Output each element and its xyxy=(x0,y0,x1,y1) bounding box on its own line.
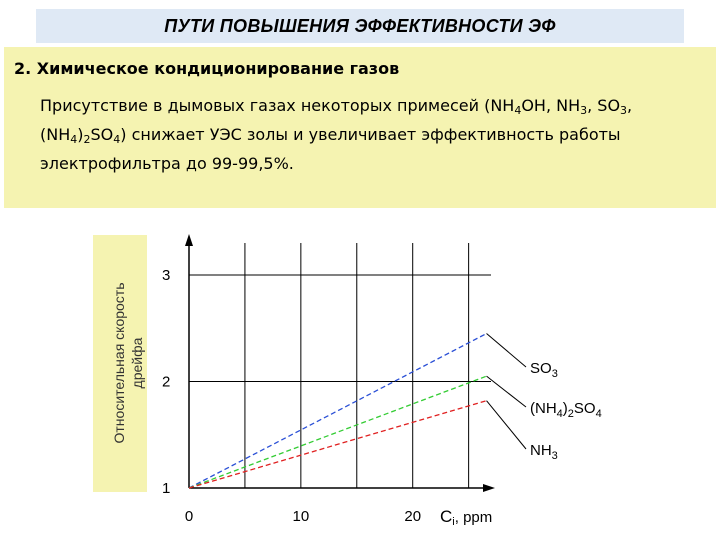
text-part: , SO xyxy=(587,96,621,115)
text-part: SO xyxy=(90,125,114,144)
text-part: ,(NH xyxy=(40,96,633,144)
section-heading: 2. Химическое кондиционирование газов xyxy=(14,59,400,78)
text-panel: 2. Химическое кондиционирование газов Пр… xyxy=(4,47,716,208)
page-title: ПУТИ ПОВЫШЕНИЯ ЭФФЕКТИВНОСТИ ЭФ xyxy=(164,15,556,36)
leader-lines xyxy=(486,333,527,450)
series-label-nh4so4: (NH4)2SO4 xyxy=(530,400,602,420)
y-tick-label: 3 xyxy=(162,267,170,284)
series-line-2 xyxy=(188,400,487,489)
tick-labels: 1 2 3 0 10 20 xyxy=(162,267,421,525)
ylabel-panel xyxy=(93,235,147,492)
series-line-0 xyxy=(188,332,487,489)
subscript: 4 xyxy=(70,133,78,146)
subscript: 3 xyxy=(580,104,588,117)
subscript: 3 xyxy=(620,104,628,117)
ylabel-line1: Относительная скорость xyxy=(111,282,127,443)
axes xyxy=(185,234,495,492)
subscript: 2 xyxy=(83,133,91,146)
series-label-so3: SO3 xyxy=(530,360,558,380)
xlabel: Ci, ppm xyxy=(440,507,492,528)
leader-line-2 xyxy=(486,400,527,450)
body-paragraph: Присутствие в дымовых газах некоторых пр… xyxy=(40,91,710,178)
series-label-nh3: NH3 xyxy=(530,442,558,462)
subscript: 4 xyxy=(514,104,522,117)
text-part: OH, NH xyxy=(521,96,581,115)
x-tick-label: 10 xyxy=(293,508,310,525)
subscript: 4 xyxy=(113,133,121,146)
title-bar: ПУТИ ПОВЫШЕНИЯ ЭФФЕКТИВНОСТИ ЭФ xyxy=(36,9,684,43)
grid xyxy=(189,243,491,488)
x-axis-arrow xyxy=(483,484,495,492)
y-tick-label: 1 xyxy=(162,480,170,497)
series-line-1 xyxy=(188,375,487,489)
x-tick-label: 20 xyxy=(404,508,421,525)
leader-line-1 xyxy=(486,375,527,408)
series-lines xyxy=(188,332,487,489)
y-axis-arrow xyxy=(185,234,193,246)
text-part: ) xyxy=(77,125,84,144)
text-part: ) снижает УЭС золы и увеличивает эффекти… xyxy=(40,125,621,173)
ylabel-line2: дрейфа xyxy=(129,337,145,388)
x-tick-label: 0 xyxy=(185,508,193,525)
leader-line-0 xyxy=(486,333,527,368)
text-part: Присутствие в дымовых газах некоторых пр… xyxy=(40,96,515,115)
y-tick-label: 2 xyxy=(162,373,170,390)
